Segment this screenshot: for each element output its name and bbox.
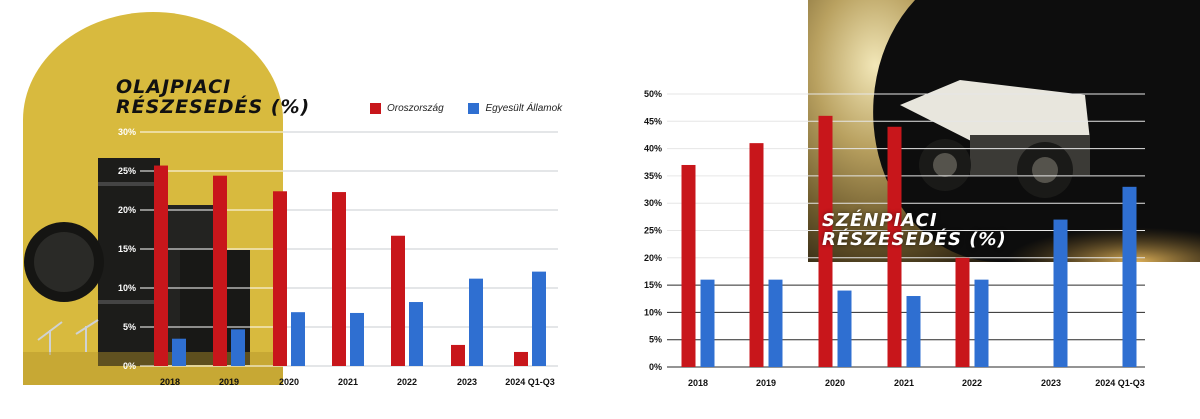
bar-russia	[749, 143, 764, 367]
y-tick-label: 45%	[644, 116, 662, 126]
bar-russia	[154, 165, 168, 366]
x-tick-label: 2023	[1041, 378, 1061, 388]
oil-title-line1: OLAJPIACI	[116, 76, 232, 98]
barrel-shape	[98, 182, 160, 186]
x-tick-label: 2020	[279, 377, 299, 387]
bar-russia	[818, 115, 833, 367]
coal-ground-shape	[985, 204, 1200, 262]
oil-panel-background	[23, 12, 283, 385]
y-tick-label: 40%	[644, 144, 662, 154]
y-tick-label: 15%	[118, 244, 136, 254]
y-tick-label: 20%	[118, 205, 136, 215]
bar-usa	[906, 296, 921, 367]
y-tick-label: 10%	[644, 307, 662, 317]
y-tick-label: 50%	[644, 89, 662, 99]
bar-russia	[955, 257, 970, 367]
bar-russia	[391, 235, 405, 366]
bar-usa	[974, 279, 989, 367]
oil-chart-title: OLAJPIACI RÉSZESEDÉS (%)	[116, 76, 311, 118]
legend-label-usa: Egyesült Államok	[485, 103, 563, 114]
x-tick-label: 2019	[756, 378, 776, 388]
y-tick-label: 15%	[644, 280, 662, 290]
x-tick-label: 2018	[160, 377, 180, 387]
barrel-shape	[98, 300, 160, 304]
bar-usa	[1122, 186, 1137, 367]
legend-label-russia: Oroszország	[387, 103, 444, 114]
x-tick-label: 2021	[338, 377, 358, 387]
y-tick-label: 30%	[644, 198, 662, 208]
x-tick-label: 2022	[397, 377, 417, 387]
coal-chart-title: SZÉNPIACI RÉSZESEDÉS (%)	[822, 210, 1007, 250]
legend-item-usa: Egyesült Államok	[468, 103, 562, 114]
coal-title-line2: RÉSZESEDÉS (%)	[822, 228, 1007, 250]
x-tick-label: 2024 Q1-Q3	[505, 377, 555, 387]
bar-russia	[273, 191, 287, 366]
x-tick-label: 2022	[962, 378, 982, 388]
y-tick-label: 20%	[644, 253, 662, 263]
bar-usa	[837, 290, 852, 367]
pump-jack-icon	[37, 319, 99, 355]
coal-title-line1: SZÉNPIACI	[822, 210, 938, 231]
oil-title-line2: RÉSZESEDÉS (%)	[116, 95, 311, 118]
y-tick-label: 0%	[649, 362, 662, 372]
y-tick-label: 5%	[123, 322, 136, 332]
y-tick-label: 25%	[118, 166, 136, 176]
coal-chart: 0% 5% 10% 15% 20% 25% 30% 35% 40% 45% 50% 2018 2019 2…	[644, 89, 1145, 388]
mining-truck-icon	[900, 80, 1090, 198]
oil-chart: 0% 5% 10% 15% 20% 25% 30% 2018 2019 2020 2021 2022 2…	[118, 127, 558, 387]
y-tick-label: 0%	[123, 361, 136, 371]
bar-usa	[409, 302, 423, 366]
coal-dust-shape	[808, 0, 1000, 263]
bar-russia	[514, 351, 528, 366]
x-tick-label: 2021	[894, 378, 914, 388]
bar-usa	[700, 279, 715, 367]
bar-russia	[332, 192, 346, 366]
y-tick-label: 35%	[644, 171, 662, 181]
legend: Oroszország Egyesült Államok	[370, 103, 584, 117]
legend-swatch-usa	[468, 103, 480, 114]
barrel-shape	[34, 232, 94, 292]
bar-russia	[681, 164, 696, 367]
bar-usa	[768, 279, 783, 367]
y-tick-label: 30%	[118, 127, 136, 137]
bar-russia	[213, 175, 227, 366]
bar-usa	[350, 312, 364, 366]
legend-item-russia: Oroszország	[370, 103, 444, 114]
x-tick-label: 2018	[688, 378, 708, 388]
y-tick-label: 10%	[118, 283, 136, 293]
bar-russia	[887, 126, 902, 367]
bar-usa	[172, 338, 186, 366]
y-tick-label: 5%	[649, 335, 662, 345]
y-tick-label: 25%	[644, 226, 662, 236]
x-tick-label: 2020	[825, 378, 845, 388]
x-tick-label: 2019	[219, 377, 239, 387]
barrel-shape	[98, 158, 160, 366]
bar-russia	[451, 344, 465, 366]
bar-usa	[1053, 219, 1068, 367]
bar-usa	[532, 271, 546, 366]
bar-usa	[469, 278, 483, 366]
bar-usa	[231, 329, 245, 366]
bar-usa	[291, 312, 305, 366]
x-tick-label: 2023	[457, 377, 477, 387]
coal-photo-background	[808, 0, 1200, 263]
legend-swatch-russia	[370, 103, 381, 114]
x-tick-label: 2024 Q1-Q3	[1095, 378, 1145, 388]
